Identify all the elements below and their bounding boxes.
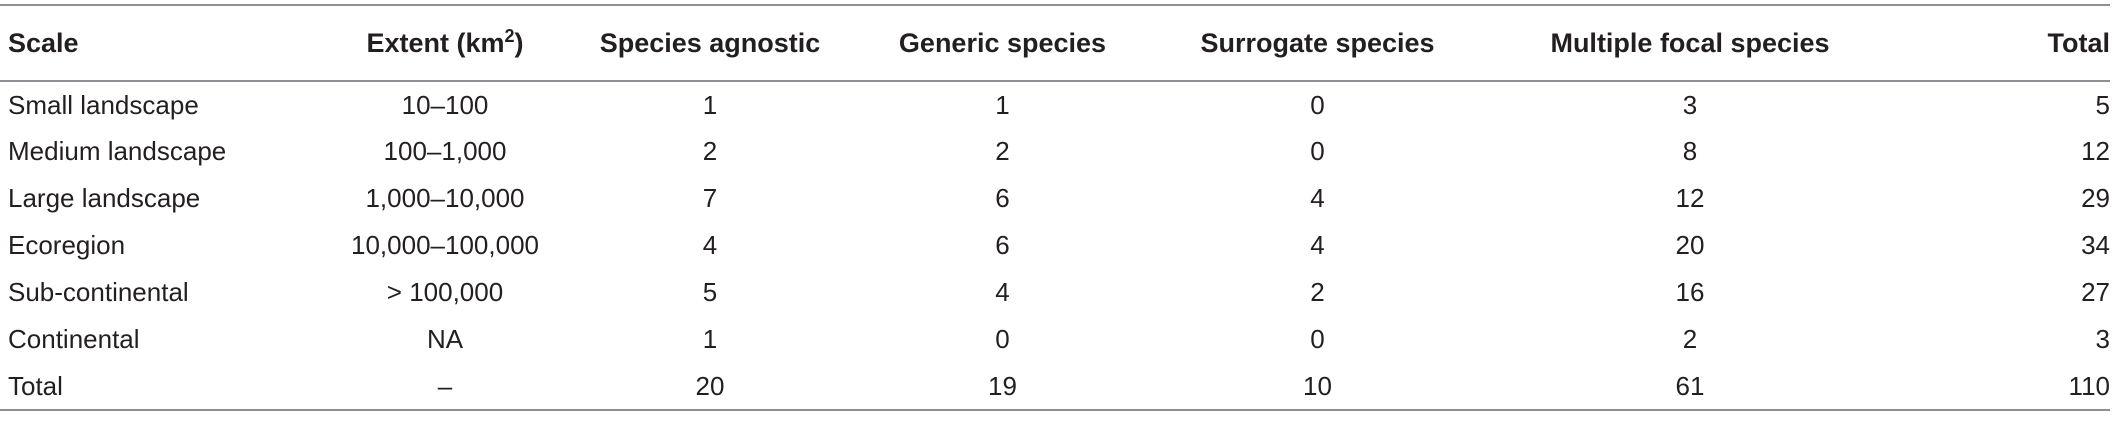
cell-scale: Continental bbox=[8, 324, 140, 354]
cell-species-agnostic: 4 bbox=[702, 230, 718, 260]
header-total: Total bbox=[1900, 4, 2110, 82]
table-row: Continental NA 1 0 0 2 3 bbox=[0, 316, 2110, 363]
cell-total: 27 bbox=[2081, 277, 2110, 307]
cell-species-agnostic: 20 bbox=[570, 363, 850, 411]
cell-scale: Total bbox=[0, 363, 320, 411]
scale-species-table: Scale Extent (km2) Species agnostic Gene… bbox=[0, 4, 2110, 411]
table-row: Sub-continental > 100,000 5 4 2 16 27 bbox=[0, 269, 2110, 316]
cell-generic-species: 0 bbox=[995, 324, 1010, 354]
cell-extent: – bbox=[320, 363, 570, 411]
cell-extent: > 100,000 bbox=[386, 277, 504, 307]
cell-multiple-focal-species: 8 bbox=[1682, 136, 1698, 166]
cell-scale: Sub-continental bbox=[8, 277, 189, 307]
cell-species-agnostic: 1 bbox=[702, 89, 718, 120]
cell-generic-species: 6 bbox=[995, 183, 1010, 213]
cell-surrogate-species: 0 bbox=[1310, 136, 1325, 166]
cell-multiple-focal-species: 3 bbox=[1682, 89, 1698, 120]
cell-generic-species: 6 bbox=[995, 230, 1010, 260]
header-scale: Scale bbox=[0, 4, 320, 82]
header-extent: Extent (km2) bbox=[320, 4, 570, 82]
table-row: Large landscape 1,000–10,000 7 6 4 12 29 bbox=[0, 175, 2110, 222]
header-generic-species: Generic species bbox=[850, 4, 1155, 82]
cell-surrogate-species: 4 bbox=[1310, 183, 1325, 213]
cell-surrogate-species: 4 bbox=[1310, 230, 1325, 260]
cell-total: 3 bbox=[2095, 324, 2110, 354]
cell-surrogate-species: 10 bbox=[1155, 363, 1480, 411]
cell-generic-species: 2 bbox=[995, 136, 1010, 166]
header-multiple-focal-species: Multiple focal species bbox=[1480, 4, 1900, 82]
cell-scale: Small landscape bbox=[8, 89, 199, 120]
cell-total: 12 bbox=[2081, 136, 2110, 166]
cell-species-agnostic: 1 bbox=[702, 324, 718, 354]
header-surrogate-species: Surrogate species bbox=[1155, 4, 1480, 82]
cell-scale: Medium landscape bbox=[8, 136, 227, 166]
cell-extent: 100–1,000 bbox=[383, 136, 507, 166]
cell-extent: NA bbox=[426, 324, 464, 354]
cell-extent: 10,000–100,000 bbox=[351, 230, 539, 260]
table-row: Ecoregion 10,000–100,000 4 6 4 20 34 bbox=[0, 222, 2110, 269]
cell-total: 34 bbox=[2081, 230, 2110, 260]
table-row-total: Total – 20 19 10 61 110 bbox=[0, 363, 2110, 411]
cell-scale: Ecoregion bbox=[8, 230, 126, 260]
cell-multiple-focal-species: 2 bbox=[1682, 324, 1698, 354]
cell-surrogate-species: 2 bbox=[1310, 277, 1325, 307]
cell-multiple-focal-species: 20 bbox=[1675, 230, 1705, 260]
cell-extent: 10–100 bbox=[401, 89, 489, 120]
header-row: Scale Extent (km2) Species agnostic Gene… bbox=[0, 4, 2110, 82]
cell-surrogate-species: 0 bbox=[1310, 89, 1325, 120]
table-header: Scale Extent (km2) Species agnostic Gene… bbox=[0, 4, 2110, 82]
cell-surrogate-species: 0 bbox=[1310, 324, 1325, 354]
cell-multiple-focal-species: 61 bbox=[1480, 363, 1900, 411]
cell-species-agnostic: 2 bbox=[702, 136, 718, 166]
cell-extent: 1,000–10,000 bbox=[365, 183, 525, 213]
table-row: Small landscape 10–100 1 1 0 3 5 bbox=[0, 81, 2110, 128]
cell-total: 110 bbox=[1900, 363, 2110, 411]
cell-multiple-focal-species: 12 bbox=[1675, 183, 1705, 213]
table-body: Small landscape 10–100 1 1 0 3 5 Medium … bbox=[0, 81, 2110, 411]
cell-scale: Large landscape bbox=[8, 183, 201, 213]
header-extent-close: ) bbox=[514, 27, 524, 58]
cell-generic-species: 1 bbox=[995, 89, 1010, 120]
header-extent-superscript: 2 bbox=[504, 25, 515, 46]
cell-multiple-focal-species: 16 bbox=[1675, 277, 1705, 307]
header-extent-text: Extent (km bbox=[366, 27, 505, 58]
cell-generic-species: 4 bbox=[995, 277, 1010, 307]
table-row: Medium landscape 100–1,000 2 2 0 8 12 bbox=[0, 128, 2110, 175]
cell-total: 5 bbox=[2095, 89, 2110, 120]
cell-species-agnostic: 5 bbox=[702, 277, 718, 307]
cell-total: 29 bbox=[2081, 183, 2110, 213]
cell-generic-species: 19 bbox=[850, 363, 1155, 411]
cell-species-agnostic: 7 bbox=[702, 183, 718, 213]
header-species-agnostic: Species agnostic bbox=[570, 4, 850, 82]
